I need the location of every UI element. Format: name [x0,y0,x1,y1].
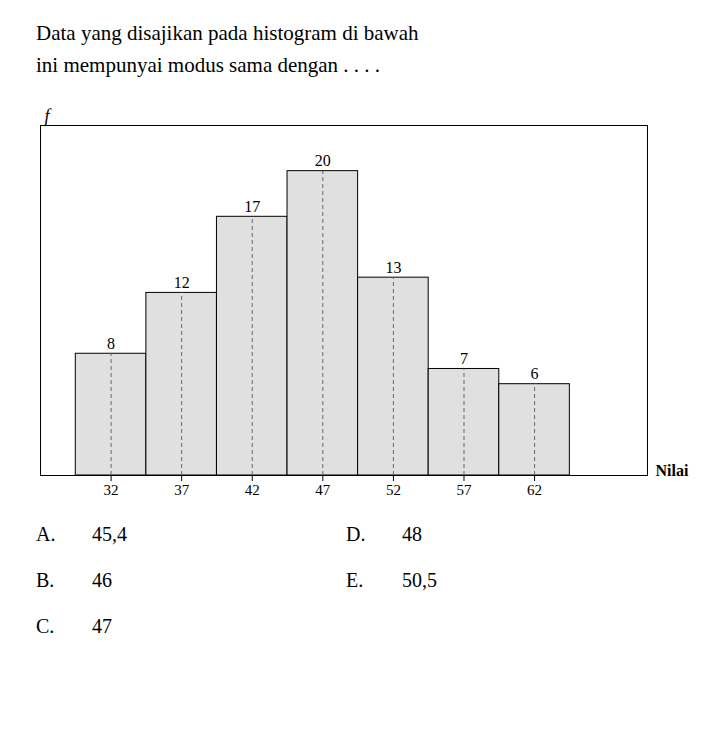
svg-text:42: 42 [245,482,260,498]
html-text:A.: A. [36,523,56,545]
html-text:48: 48 [402,523,422,545]
svg-text:20: 20 [315,152,331,169]
svg-text:62: 62 [527,482,542,498]
html-text:D.: D. [346,523,366,545]
html-text:46: 46 [92,569,112,591]
html-text:B.: B. [36,569,55,591]
svg-text:47: 47 [315,482,331,498]
html-text:C.: C. [36,615,55,637]
svg-text:57: 57 [456,482,472,498]
svg-text:52: 52 [386,482,401,498]
svg-text:8: 8 [107,335,115,352]
svg-text:37: 37 [174,482,190,498]
html-text:Data yang disajikan pada histo: Data yang disajikan pada histogram di ba… [36,21,419,45]
html-text:47: 47 [92,615,112,637]
html-text:50,5: 50,5 [402,569,437,591]
html-text:E.: E. [346,569,364,591]
svg-text:32: 32 [104,482,119,498]
svg-text:12: 12 [174,274,190,291]
svg-text:Nilai: Nilai [656,462,689,479]
svg-text:17: 17 [244,198,260,215]
html-text:45,4: 45,4 [92,523,127,545]
html-text:ini mempunyai modus sama denga: ini mempunyai modus sama dengan . . . . [36,52,381,77]
svg-text:f: f [45,106,53,126]
svg-text:7: 7 [460,350,468,367]
svg-text:6: 6 [531,365,539,382]
svg-text:13: 13 [385,259,401,276]
